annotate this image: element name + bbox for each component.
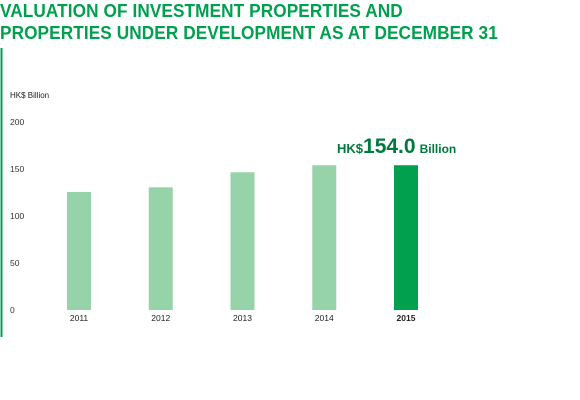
bar-2015 [394, 165, 418, 310]
chart-title-line-1: VALUATION OF INVESTMENT PROPERTIES AND [0, 0, 403, 21]
y-tick-label: 100 [10, 211, 24, 221]
bar-2014 [312, 165, 337, 310]
y-tick-label: 0 [10, 305, 15, 315]
x-category-label-2012: 2012 [151, 313, 170, 323]
callout-label: HK$154.0 Billion [337, 135, 456, 158]
x-category-label-2013: 2013 [233, 313, 252, 323]
x-category-label-2014: 2014 [315, 313, 334, 323]
y-tick-label: 200 [10, 117, 24, 127]
x-category-label-2015: 2015 [397, 313, 416, 323]
chart-title: VALUATION OF INVESTMENT PROPERTIES AND P… [0, 0, 535, 44]
y-axis-unit-label: HK$ Billion [10, 91, 49, 100]
y-tick-label: 50 [10, 258, 20, 268]
bar-2012 [148, 187, 173, 310]
y-tick-label: 150 [10, 164, 24, 174]
x-category-label-2011: 2011 [70, 313, 89, 323]
callout-suffix: Billion [420, 142, 457, 156]
chart-title-line-2: PROPERTIES UNDER DEVELOPMENT AS AT DECEM… [0, 22, 498, 43]
callout-value: 154.0 [363, 135, 416, 158]
bar-2013 [230, 172, 255, 310]
bar-2011 [67, 192, 91, 310]
callout-prefix: HK$ [337, 141, 364, 156]
